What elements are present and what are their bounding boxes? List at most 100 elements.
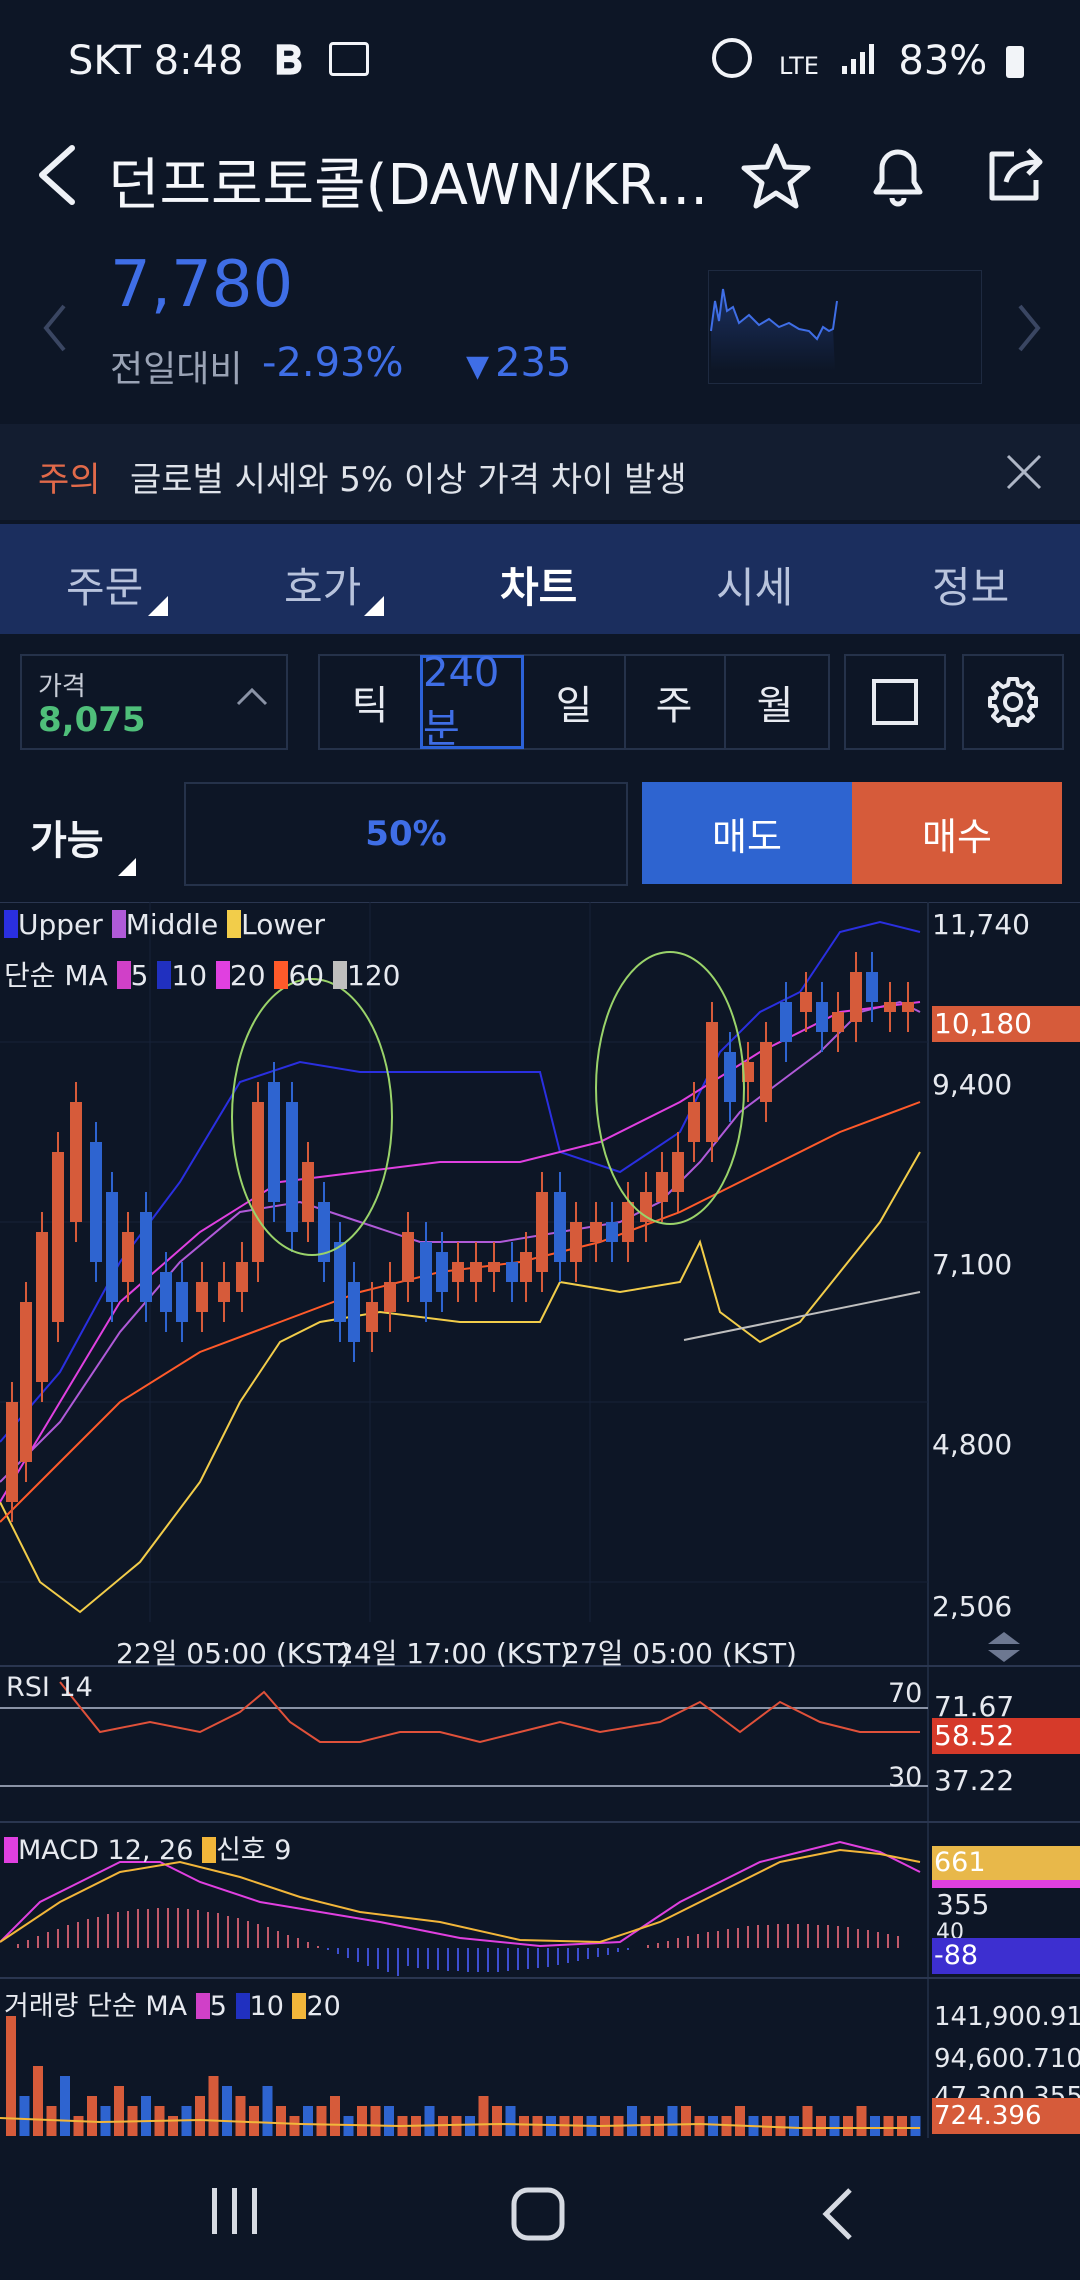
volume-bar — [843, 2116, 853, 2136]
legend-swatch — [292, 1993, 307, 2019]
battery-level: 83% — [898, 38, 988, 84]
candle-body — [706, 1022, 718, 1142]
settings-button[interactable] — [962, 654, 1064, 750]
bb-middle-line — [0, 1000, 921, 1483]
page-title: 던프로토콜(DAWN/KR... — [108, 153, 708, 218]
b-icon: 𝐁 — [274, 38, 303, 84]
volume-bar — [519, 2116, 529, 2136]
volume-bar — [708, 2116, 718, 2136]
annotation-ellipse — [231, 978, 393, 1256]
candle-body — [52, 1152, 64, 1322]
candle-body — [36, 1232, 48, 1382]
tab-orderbook[interactable]: 호가 — [284, 563, 362, 612]
legend-swatch — [235, 1993, 250, 2019]
candle-body — [742, 1062, 754, 1082]
buy-button[interactable]: 매수 — [852, 782, 1062, 884]
resize-handle[interactable] — [986, 1632, 1022, 1666]
back-nav-icon — [822, 2188, 852, 2240]
candle-body — [70, 1102, 82, 1222]
chevron-right-icon — [1018, 304, 1041, 352]
macd-marker — [932, 1880, 1080, 1888]
annotation-ellipse — [595, 951, 745, 1225]
alarm-button[interactable] — [862, 140, 934, 212]
star-icon — [741, 143, 811, 209]
volume-bar — [465, 2116, 475, 2136]
interval-tick[interactable]: 틱 — [320, 656, 422, 748]
tab-info[interactable]: 정보 — [932, 563, 1010, 612]
candle-body — [536, 1192, 548, 1272]
volume-bar — [789, 2116, 799, 2136]
volume-bar — [870, 2116, 880, 2136]
ma120-line — [683, 1291, 921, 1341]
volume-bar — [249, 2106, 259, 2136]
legend-swatch — [157, 961, 172, 989]
recent-apps-button[interactable] — [210, 2186, 260, 2240]
back-button[interactable] — [28, 140, 88, 210]
tab-chart[interactable]: 차트 — [500, 563, 578, 612]
fullscreen-button[interactable] — [844, 654, 946, 750]
macd-signal-line — [0, 1848, 921, 1944]
rsi-label: RSI 14 — [6, 1672, 93, 1703]
interval-month[interactable]: 월 — [756, 683, 794, 729]
candle-body — [218, 1282, 230, 1302]
candle-body — [318, 1202, 330, 1262]
back-nav-button[interactable] — [818, 2186, 858, 2246]
favorite-button[interactable] — [740, 140, 812, 212]
notice-tag: 주의 — [38, 460, 101, 500]
dropdown-corner-icon — [148, 596, 168, 616]
tab-market[interactable]: 시세 — [716, 563, 794, 612]
prev-coin-button[interactable] — [40, 300, 70, 356]
volume-bar — [627, 2106, 637, 2136]
legend-swatch — [4, 910, 18, 938]
candle-body — [520, 1252, 532, 1282]
bb-lower-line — [0, 1151, 921, 1614]
candle-body — [470, 1262, 482, 1282]
macd-axis: 355 — [936, 1888, 990, 1921]
close-notice-button[interactable] — [1004, 452, 1044, 496]
candle-body — [622, 1202, 634, 1242]
candle-body — [724, 1052, 736, 1102]
volume-bar — [505, 2106, 516, 2136]
candle-body — [760, 1042, 772, 1102]
rsi-30-label: 30 — [888, 1762, 923, 1793]
volume-bar — [654, 2116, 664, 2136]
volume-bar — [33, 2066, 43, 2136]
chart-area[interactable]: Upper Middle Lower 단순 MA 5 10 20 60 120 … — [0, 902, 1080, 2138]
status-bar: SKT 8:48 𝐁 LTE 83% — [0, 0, 1080, 130]
image-icon — [329, 42, 370, 76]
lte-icon: LTE — [779, 52, 819, 80]
volume-bar — [816, 2116, 826, 2136]
candle-body — [302, 1162, 314, 1222]
volume-axis: 94,600.710 — [934, 2044, 1080, 2074]
legend-swatch — [111, 910, 126, 938]
home-button[interactable] — [510, 2186, 566, 2246]
resize-arrows-icon — [988, 1632, 1020, 1662]
next-coin-button[interactable] — [1014, 300, 1044, 356]
chart-canvas[interactable] — [0, 902, 1080, 2138]
system-nav-bar — [0, 2140, 1080, 2280]
price-selector[interactable]: 가격 8,075 — [20, 654, 288, 750]
y-tick: 2,506 — [932, 1590, 1013, 1623]
interval-week[interactable]: 주 — [624, 656, 726, 748]
down-triangle-icon: ▼ — [466, 349, 490, 384]
volume-bar — [735, 2106, 745, 2136]
sell-button[interactable]: 매도 — [642, 782, 852, 884]
candle-body — [140, 1212, 152, 1302]
tab-order[interactable]: 주문 — [66, 563, 144, 612]
home-icon — [511, 2187, 565, 2241]
macd-value-tag-2: -88 — [932, 1938, 1080, 1974]
percent-input[interactable]: 50% — [184, 782, 628, 886]
interval-240min[interactable]: 240분 — [420, 650, 524, 752]
volume-bar — [532, 2116, 543, 2136]
legend-swatch — [215, 961, 230, 989]
available-label[interactable]: 가능 — [30, 818, 104, 864]
volume-bar — [802, 2106, 813, 2136]
candle-body — [554, 1192, 566, 1262]
volume-bar — [775, 2116, 786, 2136]
share-icon — [989, 148, 1043, 201]
interval-day[interactable]: 일 — [524, 656, 626, 748]
candle-body — [672, 1152, 684, 1192]
share-button[interactable] — [982, 140, 1054, 212]
carrier-time: SKT 8:48 — [68, 38, 244, 84]
candle-body — [196, 1282, 208, 1312]
